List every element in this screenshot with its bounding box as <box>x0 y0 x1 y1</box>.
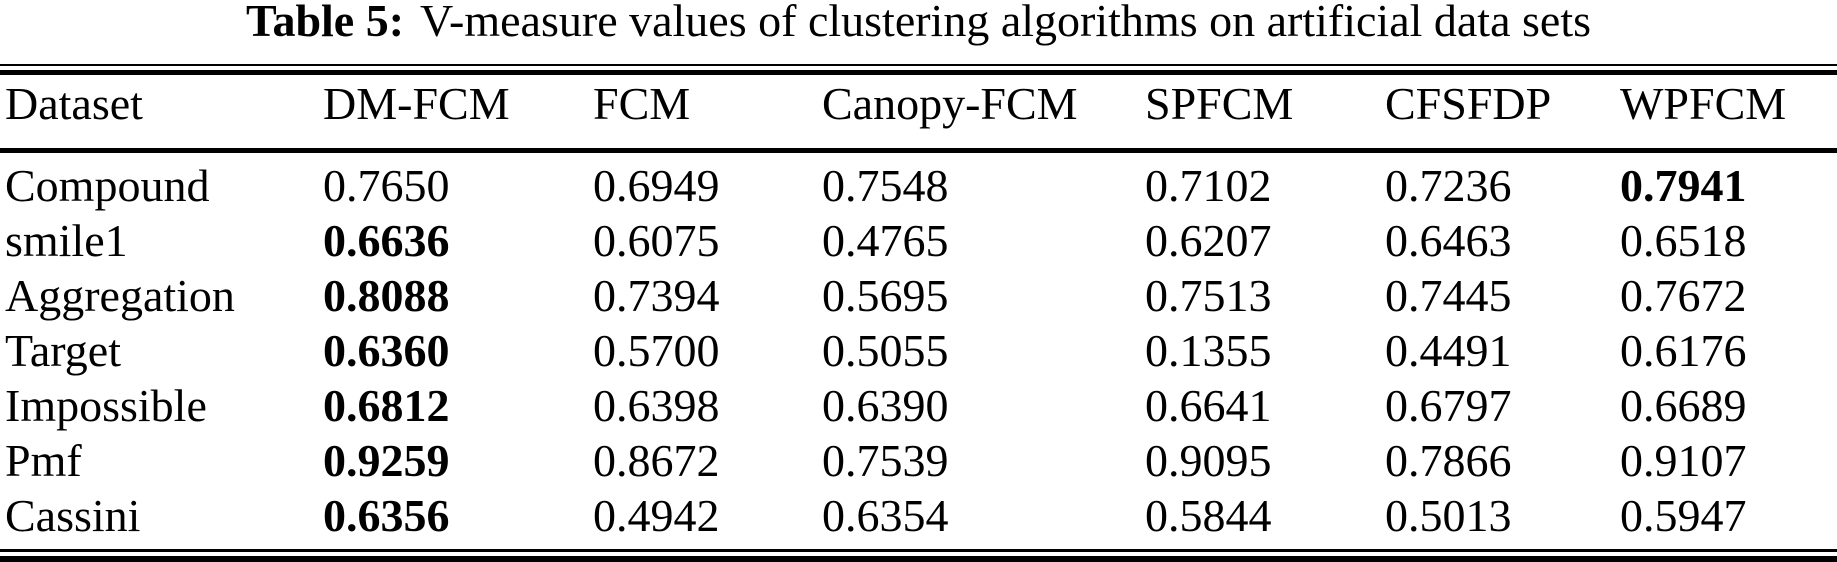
bottom-rule-thin <box>0 549 1837 552</box>
value-cell: 0.4942 <box>593 490 720 541</box>
value-cell: 0.7445 <box>1385 270 1512 321</box>
value-cell: 0.9107 <box>1620 435 1747 486</box>
value-cell: 0.5700 <box>593 325 720 376</box>
value-cell: 0.7236 <box>1385 160 1512 211</box>
value-cell: 0.7650 <box>323 160 450 211</box>
value-cell: 0.7941 <box>1620 160 1747 211</box>
column-header-wpfcm: WPFCM <box>1620 78 1787 129</box>
value-cell: 0.6689 <box>1620 380 1747 431</box>
value-cell: 0.8088 <box>323 270 450 321</box>
dataset-name-cell: Cassini <box>5 490 141 541</box>
value-cell: 0.1355 <box>1145 325 1272 376</box>
value-cell: 0.6463 <box>1385 215 1512 266</box>
value-cell: 0.4491 <box>1385 325 1512 376</box>
dataset-name-cell: Pmf <box>5 435 82 486</box>
table-row: smile1 0.6636 0.6075 0.4765 0.6207 0.6463 0.65… <box>0 213 1837 268</box>
column-header-cfsfdp: CFSFDP <box>1385 78 1552 129</box>
table-caption-label: Table 5: <box>245 0 405 46</box>
value-cell: 0.6636 <box>323 215 450 266</box>
value-cell: 0.5055 <box>822 325 949 376</box>
bottom-rule-thick <box>0 556 1837 562</box>
header-row: Dataset DM-FCM FCM Canopy-FCM SPFCM CFSF… <box>0 75 1837 148</box>
table-row: Target 0.6360 0.5700 0.5055 0.1355 0.4491 0.61… <box>0 323 1837 378</box>
value-cell: 0.6176 <box>1620 325 1747 376</box>
table-caption-text: V-measure values of clustering algorithm… <box>420 0 1592 46</box>
value-cell: 0.9095 <box>1145 435 1272 486</box>
value-cell: 0.6356 <box>323 490 450 541</box>
column-header-canopy-fcm: Canopy-FCM <box>822 78 1078 129</box>
table-row: Pmf 0.9259 0.8672 0.7539 0.9095 0.7866 0.9107 <box>0 433 1837 488</box>
value-cell: 0.5013 <box>1385 490 1512 541</box>
v-measure-table: Dataset DM-FCM FCM Canopy-FCM SPFCM CFSF… <box>0 75 1837 543</box>
value-cell: 0.6518 <box>1620 215 1747 266</box>
value-cell: 0.6207 <box>1145 215 1272 266</box>
column-header-fcm: FCM <box>593 78 691 129</box>
value-cell: 0.8672 <box>593 435 720 486</box>
value-cell: 0.7102 <box>1145 160 1272 211</box>
value-cell: 0.4765 <box>822 215 949 266</box>
value-cell: 0.7672 <box>1620 270 1747 321</box>
value-cell: 0.7548 <box>822 160 949 211</box>
value-cell: 0.6398 <box>593 380 720 431</box>
value-cell: 0.6354 <box>822 490 949 541</box>
table-row: Cassini 0.6356 0.4942 0.6354 0.5844 0.5013 0.5… <box>0 488 1837 543</box>
column-header-dataset: Dataset <box>5 78 143 129</box>
value-cell: 0.5844 <box>1145 490 1272 541</box>
value-cell: 0.6949 <box>593 160 720 211</box>
value-cell: 0.7394 <box>593 270 720 321</box>
value-cell: 0.6812 <box>323 380 450 431</box>
dataset-name-cell: Target <box>5 325 121 376</box>
top-rule-thin <box>0 64 1837 66</box>
dataset-name-cell: Impossible <box>5 380 207 431</box>
value-cell: 0.6797 <box>1385 380 1512 431</box>
value-cell: 0.5695 <box>822 270 949 321</box>
column-header-dm-fcm: DM-FCM <box>323 78 510 129</box>
value-cell: 0.6390 <box>822 380 949 431</box>
table-row: Impossible 0.6812 0.6398 0.6390 0.6641 0.6797… <box>0 378 1837 433</box>
value-cell: 0.6360 <box>323 325 450 376</box>
column-header-spfcm: SPFCM <box>1145 78 1294 129</box>
value-cell: 0.6075 <box>593 215 720 266</box>
value-cell: 0.6641 <box>1145 380 1272 431</box>
table-row: Aggregation 0.8088 0.7394 0.5695 0.7513 0.744… <box>0 268 1837 323</box>
table-body: Compound 0.7650 0.6949 0.7548 0.7102 0.7236 0.… <box>0 148 1837 543</box>
header-rule <box>0 148 1837 153</box>
value-cell: 0.5947 <box>1620 490 1747 541</box>
value-cell: 0.7539 <box>822 435 949 486</box>
value-cell: 0.7513 <box>1145 270 1272 321</box>
dataset-name-cell: smile1 <box>5 215 128 266</box>
table-caption: Table 5: V-measure values of clustering a… <box>0 0 1837 46</box>
value-cell: 0.9259 <box>323 435 450 486</box>
value-cell: 0.7866 <box>1385 435 1512 486</box>
table-row: Compound 0.7650 0.6949 0.7548 0.7102 0.7236 0.… <box>0 148 1837 213</box>
dataset-name-cell: Compound <box>5 160 210 211</box>
top-rule-thick <box>0 70 1837 75</box>
dataset-name-cell: Aggregation <box>5 270 235 321</box>
